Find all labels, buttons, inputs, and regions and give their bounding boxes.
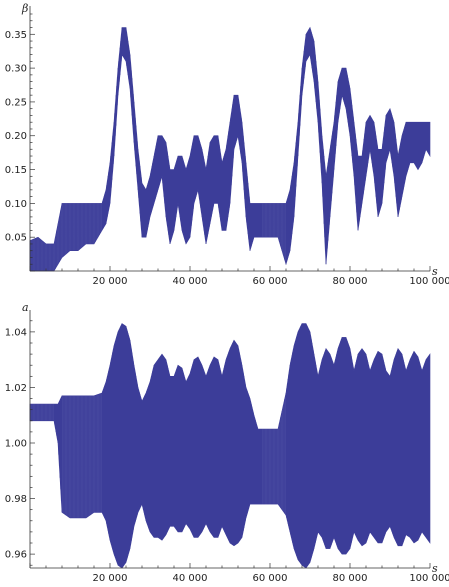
y-tick-label: 0.15 [5, 165, 27, 176]
x-tick-label: 40 000 [173, 276, 208, 287]
y-tick-label: 0.25 [5, 97, 27, 108]
y-tick-label: 0.35 [5, 30, 27, 41]
x-tick-label: 100 000 [409, 573, 449, 584]
x-axis-label: s [432, 562, 438, 575]
series-oscillation [29, 323, 430, 568]
a-panel: 20 000 40 000 60 000 80 000 100 000 0.96 0.98 1… [5, 301, 449, 584]
y-tick-label: 1.04 [5, 327, 27, 338]
x-tick-label: 20 000 [93, 276, 128, 287]
y-tick-label: 0.98 [5, 494, 27, 505]
beta-panel: 20 000 40 000 60 000 80 000 100 000 0.05 0.10 0… [5, 2, 449, 287]
y-tick-label: 0.30 [5, 64, 27, 75]
y-tick-label: 1.00 [5, 439, 27, 450]
x-tick-label: 80 000 [333, 276, 368, 287]
x-tick-label: 100 000 [409, 276, 449, 287]
y-axis-label: a [22, 301, 29, 314]
x-tick-label: 80 000 [333, 573, 368, 584]
x-tick-label: 20 000 [93, 573, 128, 584]
y-tick-label: 0.10 [5, 199, 27, 210]
y-tick-label: 0.20 [5, 131, 27, 142]
y-tick-label: 0.96 [5, 550, 27, 561]
y-tick-label: 0.05 [5, 233, 27, 244]
y-axis-label: β [21, 2, 28, 15]
x-axis-label: s [432, 265, 438, 278]
series-oscillation [29, 27, 430, 271]
x-tick-label: 40 000 [173, 573, 208, 584]
x-tick-label: 60 000 [253, 276, 288, 287]
y-tick-label: 1.02 [5, 383, 27, 394]
x-tick-label: 60 000 [253, 573, 288, 584]
